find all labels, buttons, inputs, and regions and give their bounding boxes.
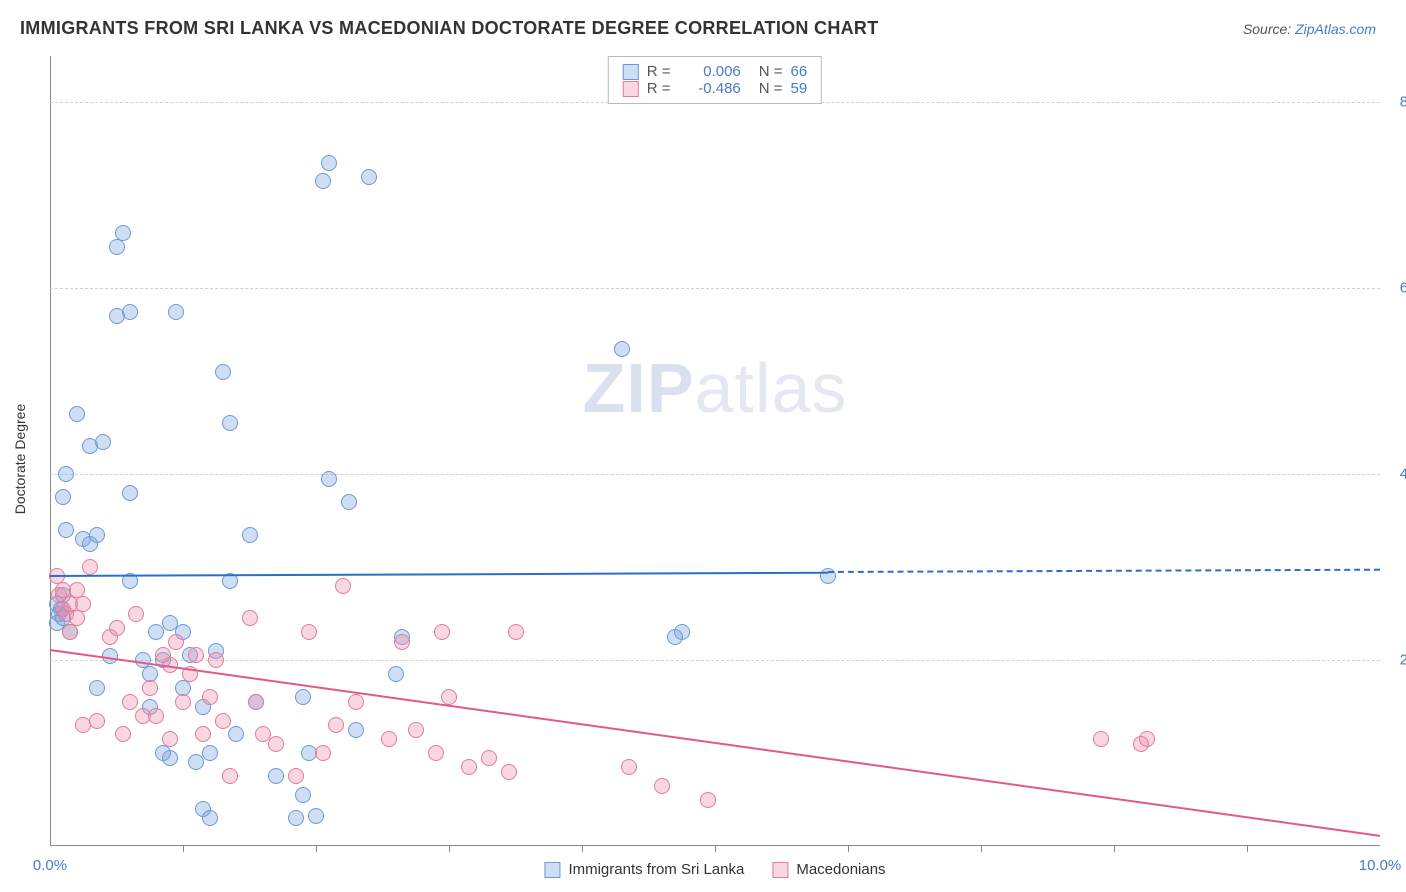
data-point <box>441 689 457 705</box>
data-point <box>208 652 224 668</box>
data-point <box>109 620 125 636</box>
data-point <box>58 466 74 482</box>
data-point <box>69 406 85 422</box>
chart-title: IMMIGRANTS FROM SRI LANKA VS MACEDONIAN … <box>20 18 879 39</box>
data-point <box>301 624 317 640</box>
data-point <box>341 494 357 510</box>
data-point <box>195 726 211 742</box>
data-point <box>361 169 377 185</box>
data-point <box>481 750 497 766</box>
data-point <box>222 415 238 431</box>
data-point <box>62 624 78 640</box>
data-point <box>215 713 231 729</box>
data-point <box>75 596 91 612</box>
data-point <box>501 764 517 780</box>
watermark: ZIPatlas <box>583 348 848 428</box>
data-point <box>89 713 105 729</box>
data-point <box>55 489 71 505</box>
data-point <box>162 750 178 766</box>
data-point <box>288 768 304 784</box>
data-point <box>394 634 410 650</box>
data-point <box>202 745 218 761</box>
data-point <box>122 485 138 501</box>
data-point <box>202 810 218 826</box>
data-point <box>381 731 397 747</box>
correlation-legend: R =0.006N =66R =-0.486N =59 <box>608 56 822 104</box>
source-credit: Source: ZipAtlas.com <box>1243 21 1376 37</box>
data-point <box>295 689 311 705</box>
data-point <box>1093 731 1109 747</box>
data-point <box>268 768 284 784</box>
data-point <box>315 745 331 761</box>
data-point <box>228 726 244 742</box>
y-tick-label: 2.0% <box>1400 652 1406 669</box>
data-point <box>58 522 74 538</box>
data-point <box>168 634 184 650</box>
data-point <box>315 173 331 189</box>
data-point <box>122 694 138 710</box>
data-point <box>348 722 364 738</box>
data-point <box>115 225 131 241</box>
data-point <box>700 792 716 808</box>
data-point <box>461 759 477 775</box>
data-point <box>295 787 311 803</box>
y-tick-label: 4.0% <box>1400 466 1406 483</box>
data-point <box>242 527 258 543</box>
data-point <box>122 304 138 320</box>
series-legend: Immigrants from Sri LankaMacedonians <box>544 861 885 878</box>
source-link[interactable]: ZipAtlas.com <box>1295 21 1376 37</box>
data-point <box>202 689 218 705</box>
data-point <box>82 559 98 575</box>
data-point <box>348 694 364 710</box>
data-point <box>188 647 204 663</box>
data-point <box>308 808 324 824</box>
data-point <box>142 680 158 696</box>
data-point <box>268 736 284 752</box>
data-point <box>335 578 351 594</box>
data-point <box>408 722 424 738</box>
data-point <box>162 731 178 747</box>
data-point <box>115 726 131 742</box>
data-point <box>175 694 191 710</box>
trend-line <box>828 569 1380 573</box>
data-point <box>434 624 450 640</box>
data-point <box>654 778 670 794</box>
chart-area: Doctorate Degree ZIPatlas 2.0%4.0%6.0%8.… <box>50 56 1380 846</box>
data-point <box>215 364 231 380</box>
data-point <box>428 745 444 761</box>
x-tick-label: 10.0% <box>1359 857 1402 874</box>
data-point <box>321 155 337 171</box>
data-point <box>388 666 404 682</box>
y-tick-label: 6.0% <box>1400 280 1406 297</box>
trend-line <box>50 649 1380 837</box>
data-point <box>1139 731 1155 747</box>
data-point <box>222 768 238 784</box>
data-point <box>128 606 144 622</box>
data-point <box>328 717 344 733</box>
data-point <box>89 527 105 543</box>
data-point <box>109 239 125 255</box>
data-point <box>148 708 164 724</box>
data-point <box>674 624 690 640</box>
data-point <box>288 810 304 826</box>
y-axis-label: Doctorate Degree <box>12 404 28 515</box>
data-point <box>621 759 637 775</box>
y-tick-label: 8.0% <box>1400 94 1406 111</box>
data-point <box>89 680 105 696</box>
scatter-plot: ZIPatlas 2.0%4.0%6.0%8.0%0.0%10.0%R =0.0… <box>50 56 1380 846</box>
data-point <box>321 471 337 487</box>
trend-line <box>50 571 828 576</box>
data-point <box>69 610 85 626</box>
x-tick-label: 0.0% <box>33 857 67 874</box>
data-point <box>95 434 111 450</box>
data-point <box>248 694 264 710</box>
data-point <box>242 610 258 626</box>
data-point <box>508 624 524 640</box>
data-point <box>614 341 630 357</box>
data-point <box>168 304 184 320</box>
